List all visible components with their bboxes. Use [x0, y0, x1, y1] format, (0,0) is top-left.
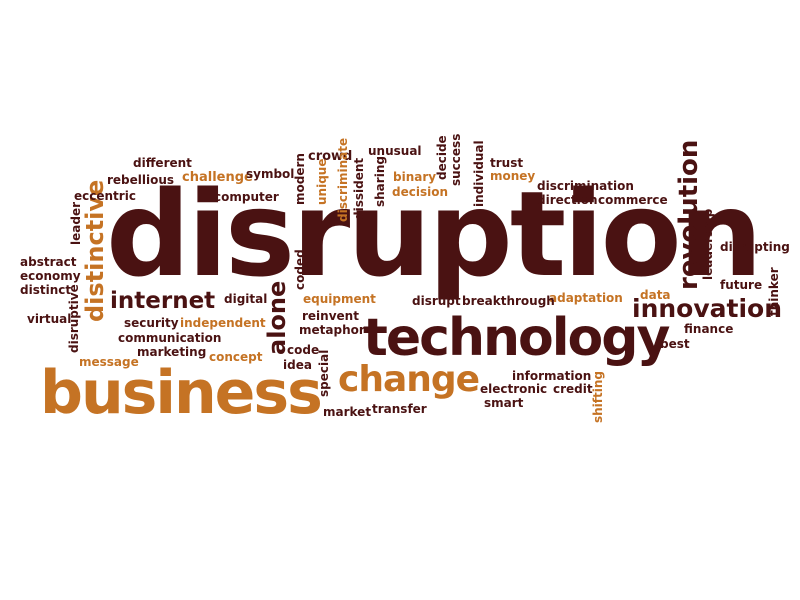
word-disrupting: disrupting	[720, 240, 790, 254]
word-adaptation: adaptation	[549, 291, 623, 305]
word-dissident: dissident	[352, 157, 366, 220]
word-economy: economy	[20, 269, 81, 283]
word-decide: decide	[435, 135, 449, 180]
word-security: security	[124, 316, 179, 330]
word-individual: individual	[472, 140, 486, 207]
word-business: business	[40, 358, 323, 428]
word-alone: alone	[263, 280, 291, 355]
word-modern: modern	[293, 153, 307, 205]
word-disrupt: disrupt	[412, 294, 461, 308]
word-smart: smart	[484, 396, 524, 410]
word-electronic: electronic	[480, 382, 548, 396]
word-internet: internet	[110, 288, 216, 314]
word-change: change	[338, 359, 480, 400]
word-symbol: symbol	[246, 167, 295, 181]
word-message: message	[79, 355, 139, 369]
word-disruption: disruption	[106, 165, 763, 303]
word-breakthrough: breakthrough	[462, 294, 555, 308]
word-discrimination: discrimination	[537, 179, 634, 193]
word-data: data	[640, 288, 671, 302]
word-information: information	[512, 369, 592, 383]
word-reinvent: reinvent	[302, 309, 359, 323]
word-equipment: equipment	[303, 292, 376, 306]
word-best: best	[660, 337, 690, 351]
word-credit: credit	[553, 382, 593, 396]
word-commerce: commerce	[598, 193, 668, 207]
word-market: market	[323, 405, 372, 419]
word-transfer: transfer	[372, 402, 427, 416]
word-distinct: distinct	[20, 283, 72, 297]
word-binary: binary	[393, 170, 437, 184]
word-decision: decision	[392, 185, 448, 199]
word-computer: computer	[214, 190, 279, 204]
word-virtual: virtual	[27, 312, 72, 326]
word-shifting: shifting	[591, 370, 605, 423]
word-abstract: abstract	[20, 255, 77, 269]
word-rebellious: rebellious	[107, 173, 175, 187]
word-communication: communication	[118, 331, 222, 345]
word-metaphor: metaphor	[299, 323, 365, 337]
word-concept: concept	[209, 350, 263, 364]
word-revolution: revolution	[674, 139, 704, 290]
word-idea: idea	[283, 358, 312, 372]
word-eccentric: eccentric	[74, 189, 136, 203]
word-trust: trust	[490, 156, 524, 170]
word-different: different	[133, 156, 192, 170]
word-finance: finance	[684, 322, 734, 336]
word-direction: direction	[537, 193, 598, 207]
word-discriminate: discriminate	[336, 137, 350, 222]
word-marketing: marketing	[137, 345, 207, 359]
word-challenge: challenge	[182, 170, 253, 185]
word-digital: digital	[224, 292, 268, 306]
word-success: success	[449, 133, 463, 186]
word-innovation: innovation	[632, 294, 782, 323]
word-leader: leader	[69, 202, 83, 245]
word-unique: unique	[315, 158, 329, 205]
word-special: special	[317, 349, 331, 397]
word-independent: independent	[180, 316, 266, 330]
word-crowd: crowd	[308, 149, 353, 164]
word-code: code	[287, 343, 320, 357]
word-future: future	[720, 278, 763, 292]
word-money: money	[490, 169, 536, 183]
word-technology: technology	[363, 308, 670, 368]
word-thinker: thinker	[767, 267, 781, 316]
word-sharing: sharing	[373, 156, 387, 207]
word-coded: coded	[293, 249, 307, 290]
word-unusual: unusual	[368, 144, 422, 158]
word-leadership: leadership	[701, 208, 715, 280]
